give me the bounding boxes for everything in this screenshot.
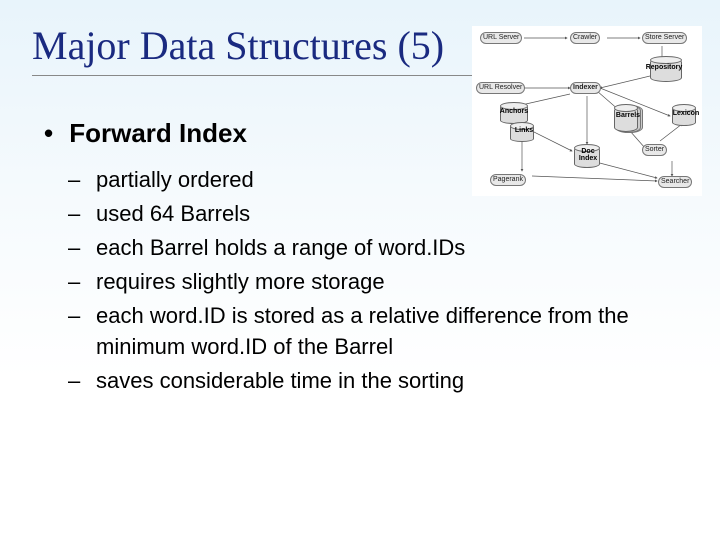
label-lexicon: Lexicon (666, 110, 706, 117)
cyl-barrels (614, 106, 638, 132)
list-item: saves considerable time in the sorting (68, 365, 680, 397)
list-item-text: each word.ID is stored as a relative dif… (96, 303, 629, 360)
list-item-text: used 64 Barrels (96, 201, 250, 226)
node-indexer: Indexer (570, 82, 601, 94)
list-item: each Barrel holds a range of word.IDs (68, 232, 680, 264)
node-store-server: Store Server (642, 32, 687, 44)
list-item-text: requires slightly more storage (96, 269, 385, 294)
label-barrels: Barrels (608, 112, 648, 119)
list-item: used 64 Barrels (68, 198, 680, 230)
node-url-resolver: URL Resolver (476, 82, 525, 94)
list-item-text: saves considerable time in the sorting (96, 368, 464, 393)
label-links: Links (504, 127, 544, 134)
node-pagerank: Pagerank (490, 174, 526, 186)
label-doc-index: Doc Index (568, 148, 608, 162)
section-heading: • Forward Index (44, 118, 247, 149)
node-sorter: Sorter (642, 144, 667, 156)
architecture-diagram: URL Server Crawler Store Server Reposito… (472, 26, 702, 196)
slide: Major Data Structures (5) • Forward Inde… (0, 0, 720, 540)
list-item: requires slightly more storage (68, 266, 680, 298)
bullet-dot: • (44, 118, 62, 149)
heading-text: Forward Index (69, 118, 247, 148)
sub-bullet-list: partially ordered used 64 Barrels each B… (68, 164, 680, 399)
node-url-server: URL Server (480, 32, 522, 44)
node-crawler: Crawler (570, 32, 600, 44)
list-item: each word.ID is stored as a relative dif… (68, 300, 680, 364)
list-item-text: each Barrel holds a range of word.IDs (96, 235, 465, 260)
node-searcher: Searcher (658, 176, 692, 188)
list-item-text: partially ordered (96, 167, 254, 192)
label-repository: Repository (644, 64, 684, 71)
label-anchors: Anchors (494, 108, 534, 115)
